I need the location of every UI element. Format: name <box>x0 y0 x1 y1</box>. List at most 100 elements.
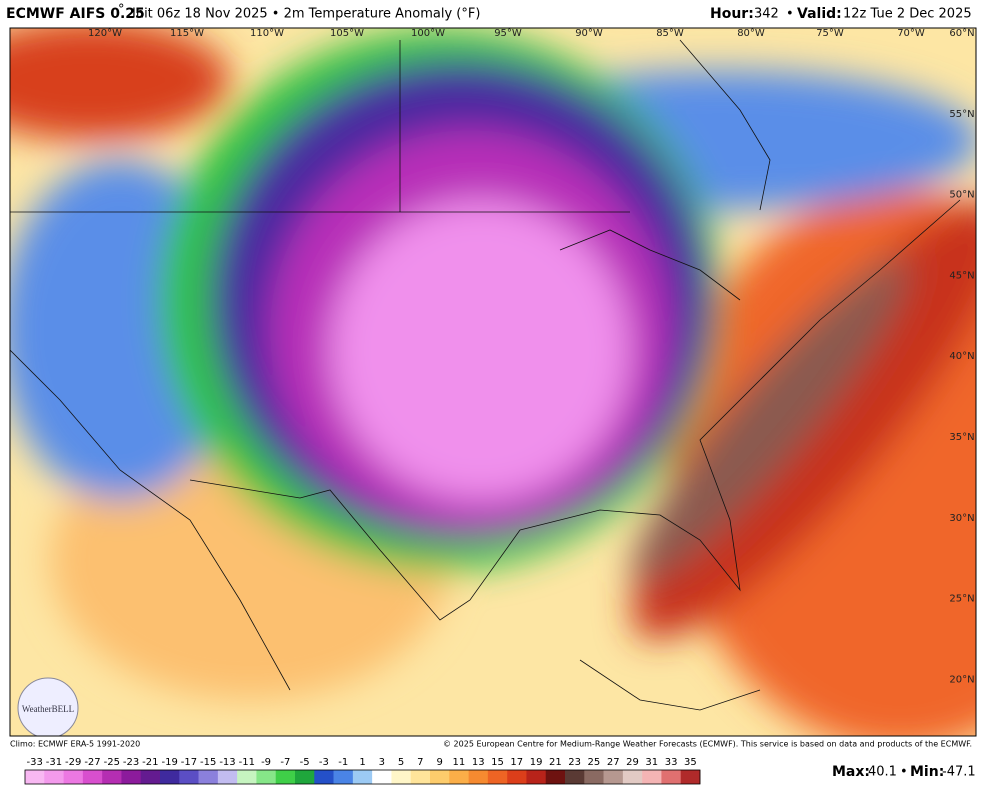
colorbar-label: 3 <box>379 757 385 768</box>
colorbar-label: -5 <box>300 757 310 768</box>
longitude-label: 105°W <box>330 28 364 39</box>
colorbar-label: -7 <box>280 757 290 768</box>
latitude-label: 30°N <box>949 513 974 524</box>
colorbar-swatch <box>545 770 566 784</box>
colorbar-swatch <box>44 770 64 784</box>
colorbar-label: -29 <box>65 757 81 768</box>
latitude-label: 20°N <box>949 674 974 685</box>
colorbar-label: 25 <box>588 757 601 768</box>
valid-label: Valid: <box>797 6 842 22</box>
latitude-label: 55°N <box>949 109 974 120</box>
longitude-label: 120°W <box>88 28 122 39</box>
colorbar-label: 9 <box>436 757 442 768</box>
colorbar-label: 1 <box>359 757 365 768</box>
colorbar-label: -15 <box>200 757 216 768</box>
colorbar-label: -33 <box>26 757 42 768</box>
longitude-label: 90°W <box>575 28 603 39</box>
colorbar-label: -9 <box>261 757 271 768</box>
colorbar-swatch <box>63 770 84 784</box>
colorbar-swatch <box>102 770 122 784</box>
colorbar-label: -31 <box>46 757 62 768</box>
colorbar-swatch <box>160 770 180 784</box>
latitude-label: 45°N <box>949 270 974 281</box>
longitude-label: 70°W <box>897 28 925 39</box>
latitude-label: 35°N <box>949 432 974 443</box>
coldest-area <box>330 200 630 500</box>
colorbar-label: 29 <box>626 757 639 768</box>
longitude-label: 95°W <box>494 28 522 39</box>
map: WeatherBELL <box>10 28 976 736</box>
separator: • <box>786 7 794 22</box>
colorbar-swatch <box>526 770 547 784</box>
coastline <box>679 39 771 211</box>
colorbar-label: -3 <box>319 757 329 768</box>
hot-band <box>631 257 909 583</box>
latitude-label: 40°N <box>949 351 974 362</box>
longitude-label: 100°W <box>411 28 445 39</box>
colorbar-label: 13 <box>472 757 485 768</box>
colorbar-swatch <box>391 770 412 784</box>
copyright: © 2025 European Centre for Medium-Range … <box>443 740 972 749</box>
colorbar-label: -17 <box>181 757 197 768</box>
coastline <box>10 349 291 691</box>
logo-text: WeatherBELL <box>22 704 74 714</box>
latitude-label: 25°N <box>949 594 974 605</box>
colorbar-label: 7 <box>417 757 423 768</box>
colorbar-swatch <box>487 770 508 784</box>
colorbar-swatch <box>140 770 161 784</box>
colorbar-swatch <box>410 770 431 784</box>
map-frame <box>9 27 977 737</box>
latitude-label: 60°N <box>949 28 974 39</box>
colorbar-label: -19 <box>161 757 177 768</box>
min-label: Min: <box>910 764 944 780</box>
colorbar-swatch <box>468 770 489 784</box>
coastline <box>519 199 961 592</box>
longitude-label: 110°W <box>250 28 284 39</box>
colorbar-swatch <box>603 770 624 784</box>
degree-mark: ° <box>118 3 125 18</box>
colorbar-label: 11 <box>453 757 466 768</box>
longitude-label: 85°W <box>656 28 684 39</box>
colorbar-swatch <box>622 770 643 784</box>
colorbar-label: -25 <box>104 757 120 768</box>
hour: 342 <box>754 7 779 22</box>
colorbar-label: 27 <box>607 757 620 768</box>
longitude-label: 80°W <box>737 28 765 39</box>
colorbar-swatch <box>372 770 392 784</box>
logo: WeatherBELL <box>17 677 79 736</box>
colorbar-label: -11 <box>239 757 255 768</box>
border-line <box>189 479 521 621</box>
colorbar-swatch <box>237 770 257 784</box>
colorbar-swatch <box>430 770 450 784</box>
colorbar-label: -1 <box>338 757 348 768</box>
colorbar-label: -23 <box>123 757 139 768</box>
colorbar-swatch <box>179 770 199 784</box>
colorbar-swatch <box>25 770 45 784</box>
colorbar-swatch <box>217 770 238 784</box>
graticule-labels: 120°W 115°W 110°W 105°W 100°W 95°W 90°W 85°W 80°… <box>88 28 975 685</box>
run-info: Init 06z 18 Nov 2025 • 2m Temperature An… <box>132 7 480 22</box>
colorbar-label: 19 <box>530 757 543 768</box>
colorbar-swatch <box>449 770 469 784</box>
warm-area <box>10 28 230 140</box>
colorbar-label: -27 <box>84 757 100 768</box>
lakes-outline <box>559 229 741 301</box>
model-title: ECMWF AIFS 0.25 <box>6 6 145 22</box>
colorbar-swatch <box>565 770 585 784</box>
valid-time: 12z Tue 2 Dec 2025 <box>843 7 972 22</box>
colorbar-frame <box>24 769 701 785</box>
longitude-label: 115°W <box>170 28 204 39</box>
colorbar-swatch <box>584 770 604 784</box>
colorbar-label: 5 <box>398 757 404 768</box>
anomaly-field <box>10 28 976 736</box>
colorbar-swatch <box>275 770 296 784</box>
colorbar-swatch <box>121 770 142 784</box>
colorbar-label: 23 <box>568 757 581 768</box>
max-value: 40.1 <box>868 765 897 780</box>
colorbar-swatch <box>680 770 701 784</box>
colorbar-label: 15 <box>491 757 504 768</box>
colorbar-swatch <box>198 770 219 784</box>
latitude-label: 50°N <box>949 190 974 201</box>
colorbar-swatch <box>507 770 527 784</box>
